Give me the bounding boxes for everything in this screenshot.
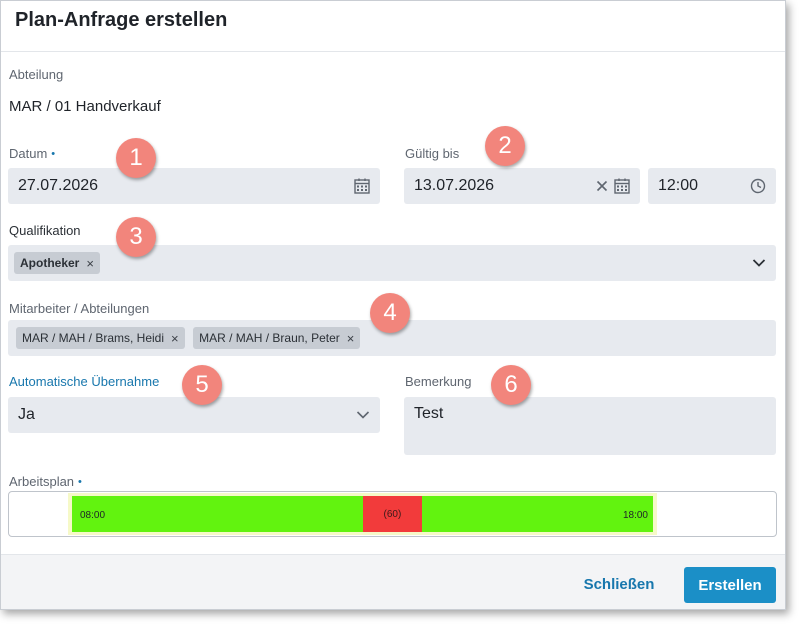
qualifikation-label: Qualifikation <box>9 223 81 238</box>
create-button[interactable]: Erstellen <box>684 567 776 603</box>
work-segment[interactable] <box>422 496 653 532</box>
datum-value: 27.07.2026 <box>18 177 99 194</box>
callout-badge-4: 4 <box>370 293 410 333</box>
plan-request-dialog: Plan-Anfrage erstellen Abteilung MAR / 0… <box>0 0 786 610</box>
datum-label-text: Datum <box>9 146 48 161</box>
dialog-footer: Schließen Erstellen <box>1 554 785 609</box>
chevron-down-icon[interactable] <box>752 258 766 268</box>
arbeitsplan-timeline[interactable]: (60) 08:00 18:00 <box>8 491 777 537</box>
arbeitsplan-track: (60) 08:00 18:00 <box>68 493 657 535</box>
callout-badge-5: 5 <box>182 365 222 405</box>
bemerkung-textarea[interactable]: Test <box>404 397 776 455</box>
clear-icon[interactable] <box>596 180 608 192</box>
plan-end-time: 18:00 <box>622 510 648 521</box>
clock-icon[interactable] <box>750 178 766 194</box>
arbeitsplan-required-marker: • <box>78 476 82 488</box>
datum-required-marker: • <box>51 148 56 160</box>
plan-start-time: 08:00 <box>80 510 106 521</box>
chevron-down-icon[interactable] <box>356 410 370 420</box>
chip-remove-icon[interactable]: × <box>346 330 355 346</box>
datum-label: Datum • <box>9 146 55 161</box>
automatische-uebernahme-value: Ja <box>18 406 35 423</box>
dialog-title: Plan-Anfrage erstellen <box>15 9 228 31</box>
callout-badge-1: 1 <box>116 138 156 178</box>
break-label: (60) <box>383 508 402 520</box>
arbeitsplan-label-text: Arbeitsplan <box>9 474 75 489</box>
mitarbeiter-label: Mitarbeiter / Abteilungen <box>9 301 150 316</box>
break-segment[interactable]: (60) <box>362 496 423 532</box>
gueltig-bis-time-value: 12:00 <box>658 177 699 194</box>
chip-label: MAR / MAH / Braun, Peter <box>199 331 340 345</box>
mitarbeiter-chip: MAR / MAH / Braun, Peter × <box>193 327 361 349</box>
gueltig-bis-label: Gültig bis <box>405 146 460 161</box>
chip-remove-icon[interactable]: × <box>171 330 179 346</box>
callout-badge-6: 6 <box>491 365 531 405</box>
work-segment[interactable] <box>72 496 363 532</box>
close-button[interactable]: Schließen <box>571 567 667 601</box>
chip-label: Apotheker <box>20 256 80 270</box>
arbeitsplan-label: Arbeitsplan • <box>9 474 82 489</box>
bemerkung-label: Bemerkung <box>405 374 472 389</box>
callout-badge-2: 2 <box>485 126 525 166</box>
automatische-uebernahme-label: Automatische Übernahme <box>9 374 160 389</box>
datum-field[interactable]: 27.07.2026 <box>8 168 380 204</box>
abteilung-label: Abteilung <box>9 67 64 82</box>
bemerkung-value: Test <box>414 405 444 422</box>
gueltig-bis-date-value: 13.07.2026 <box>414 177 495 194</box>
chip-label: MAR / MAH / Brams, Heidi <box>22 331 165 345</box>
mitarbeiter-chip: MAR / MAH / Brams, Heidi × <box>16 327 185 349</box>
qualifikation-chip: Apotheker × <box>14 252 100 274</box>
header-divider <box>1 51 785 52</box>
chip-remove-icon[interactable]: × <box>86 255 94 271</box>
qualifikation-chips: Apotheker × <box>14 252 746 274</box>
calendar-icon[interactable] <box>354 178 370 194</box>
calendar-icon[interactable] <box>614 178 630 194</box>
gueltig-bis-date-field[interactable]: 13.07.2026 <box>404 168 640 204</box>
callout-badge-3: 3 <box>116 217 156 257</box>
gueltig-bis-time-field[interactable]: 12:00 <box>648 168 776 204</box>
mitarbeiter-chips: MAR / MAH / Brams, Heidi × MAR / MAH / Br… <box>16 327 766 349</box>
abteilung-value: MAR / 01 Handverkauf <box>9 98 161 115</box>
